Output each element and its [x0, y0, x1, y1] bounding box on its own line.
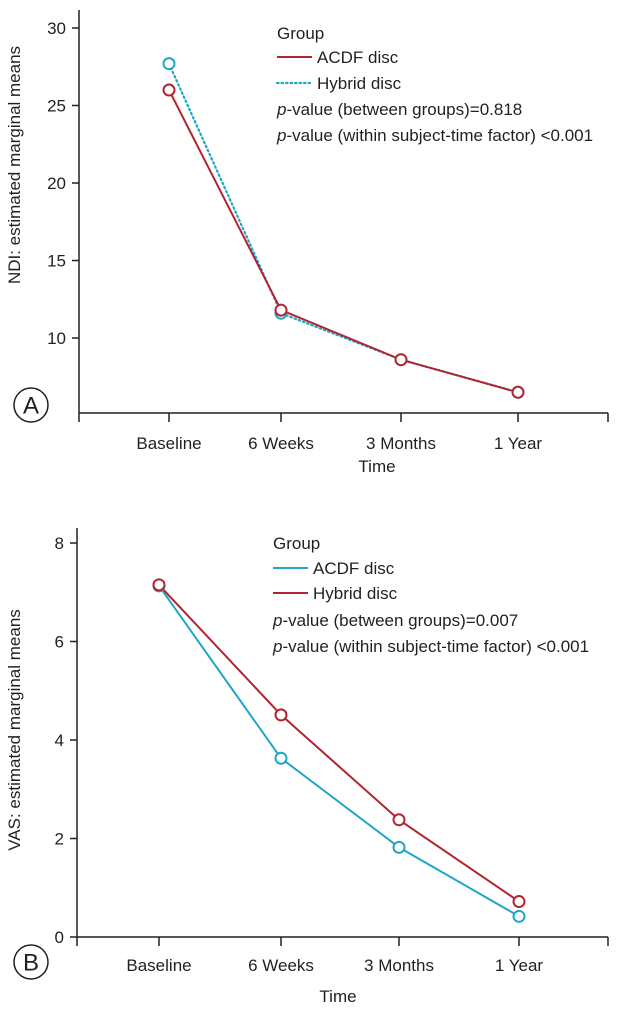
x-tick-label: 1 Year [495, 956, 544, 975]
y-tick-label: 4 [55, 731, 64, 750]
legend-title: Group [277, 24, 324, 43]
y-tick-label: 10 [47, 329, 66, 348]
panel-label: A [23, 393, 39, 420]
panel-b-chart: 0 2 4 6 8 Baseline 6 Weeks 3 Months 1 Year Time VA… [5, 528, 609, 1006]
legend-entry-label: Hybrid disc [317, 74, 402, 93]
panel-label: B [23, 950, 39, 977]
p-value-annotation: p-value (between groups)=0.818 [276, 100, 522, 119]
data-point [274, 303, 288, 317]
x-axis-title: Time [358, 457, 395, 476]
legend-title: Group [273, 534, 320, 553]
y-tick-label: 20 [47, 174, 66, 193]
series-line-acdf-disc [158, 585, 520, 918]
panel-label-circle [13, 387, 49, 423]
y-tick-label: 15 [47, 252, 66, 271]
legend-entry-label: ACDF disc [313, 559, 395, 578]
p-value-annotation: p-value (within subject-time factor) <0.… [276, 126, 593, 145]
y-tick-label: 25 [47, 97, 66, 116]
data-point [152, 578, 166, 592]
panel-a-chart: 10 15 20 25 30 Baseline 6 Weeks 3 Months 1 Year T… [5, 10, 609, 476]
series-line-hybrid-disc [158, 584, 520, 903]
x-tick-label: Baseline [136, 434, 201, 453]
y-tick-label: 6 [55, 633, 64, 652]
series-line-acdf-disc [168, 89, 519, 394]
x-axis-title: Time [319, 987, 356, 1006]
data-point [274, 708, 288, 722]
panel-label-circle [13, 944, 49, 980]
legend-entry-label: Hybrid disc [313, 584, 398, 603]
y-tick-label: 30 [47, 19, 66, 38]
p-value-annotation: p-value (between groups)=0.007 [272, 611, 518, 630]
x-tick-label: Baseline [126, 956, 191, 975]
data-point [511, 385, 525, 399]
legend-entry-label: ACDF disc [317, 48, 399, 67]
x-tick-label: 6 Weeks [248, 434, 314, 453]
x-tick-label: 6 Weeks [248, 956, 314, 975]
data-point [392, 813, 406, 827]
data-point [392, 840, 406, 854]
x-tick-label: 3 Months [364, 956, 434, 975]
y-tick-label: 0 [55, 928, 64, 947]
data-point [162, 57, 176, 71]
x-tick-label: 1 Year [494, 434, 543, 453]
p-value-annotation: p-value (within subject-time factor) <0.… [272, 637, 589, 656]
y-axis-title: VAS: estimated marginal means [5, 609, 24, 851]
y-tick-label: 8 [55, 534, 64, 553]
data-point [512, 909, 526, 923]
data-point [512, 895, 526, 909]
data-point [394, 353, 408, 367]
y-axis-title: NDI: estimated marginal means [5, 46, 24, 284]
data-point [274, 751, 288, 765]
x-tick-label: 3 Months [366, 434, 436, 453]
data-point [162, 83, 176, 97]
y-tick-label: 2 [55, 830, 64, 849]
